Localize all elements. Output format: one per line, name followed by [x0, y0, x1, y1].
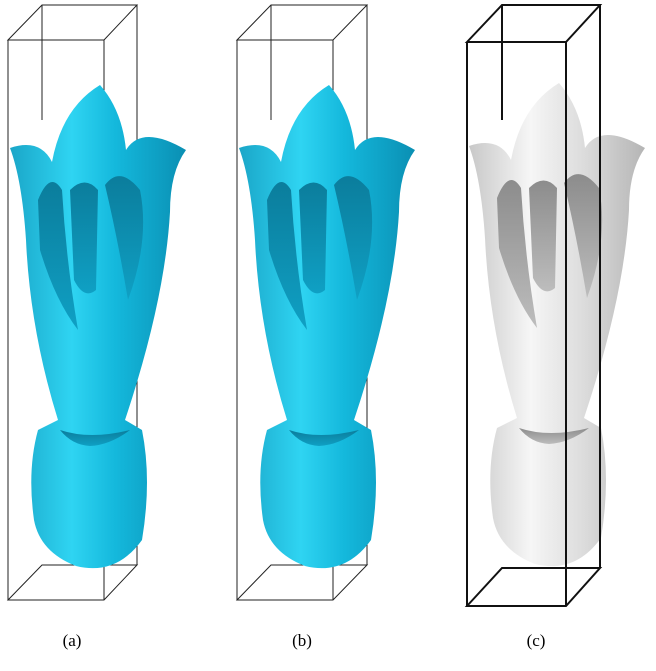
- panel-a: [6, 4, 186, 601]
- panel-b: [235, 4, 415, 601]
- panel-c: [464, 4, 645, 607]
- panel-label: (c): [527, 631, 546, 650]
- panel-label: (a): [63, 631, 82, 650]
- panel-label: (b): [292, 631, 312, 650]
